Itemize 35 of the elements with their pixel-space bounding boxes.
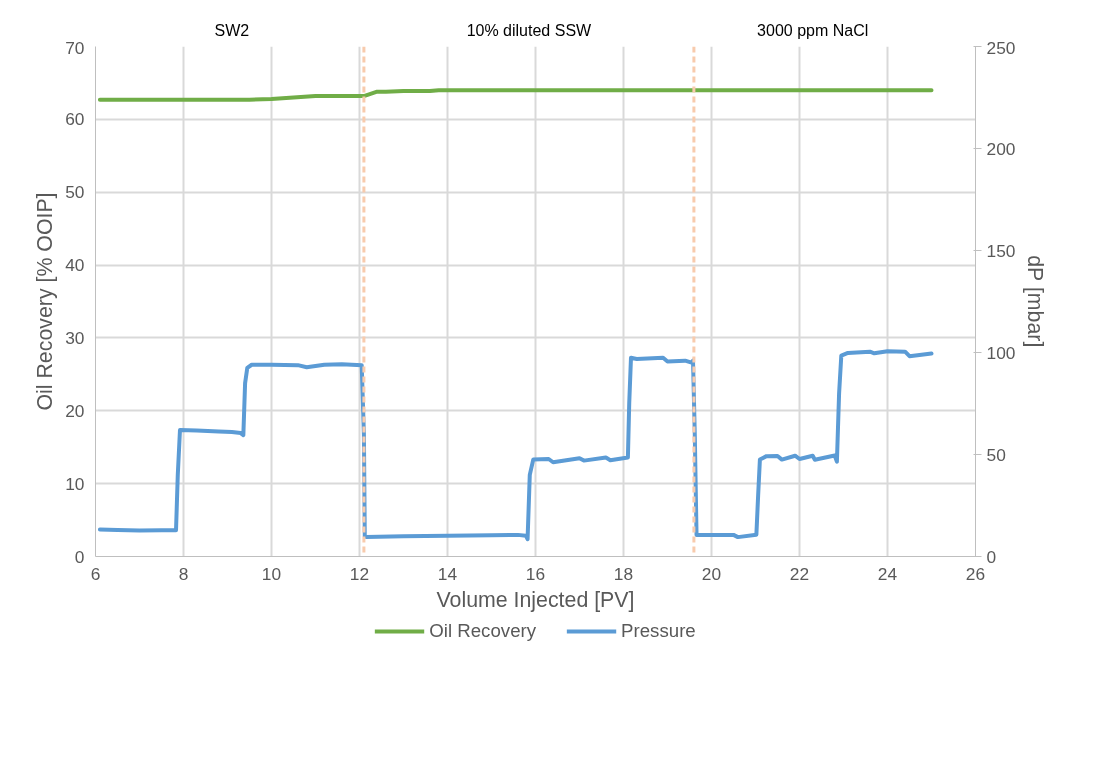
y-axis-title: Oil Recovery [% OOIP] <box>33 192 58 411</box>
x-tick-label: 22 <box>789 563 810 584</box>
y-tick-label: 40 <box>65 255 85 276</box>
x-tick-label: 18 <box>613 563 634 584</box>
y2-tick-label: 50 <box>986 444 1006 465</box>
y-tick-label: 60 <box>65 109 85 130</box>
line-series <box>97 88 934 102</box>
y2-tick-label: 200 <box>986 138 1016 159</box>
x-tick-label: 24 <box>877 563 898 584</box>
y2-tick-label: 250 <box>986 37 1016 58</box>
y2-tick-label: 0 <box>986 546 997 567</box>
x-tick-label: 6 <box>90 563 101 584</box>
text: SW2 <box>214 22 250 40</box>
y-tick-label: 0 <box>74 546 85 567</box>
y2-tick-label: 100 <box>986 342 1016 363</box>
text: 3000 ppm NaCl <box>757 22 869 40</box>
line-series <box>97 349 934 542</box>
y-tick-label: 70 <box>65 37 85 58</box>
x-axis-title: Volume Injected [PV] <box>436 587 635 612</box>
legend-label: Oil Recovery <box>429 620 537 642</box>
x-tick-label: 12 <box>349 563 370 584</box>
x-tick-label: 10 <box>261 563 282 584</box>
x-tick-label: 20 <box>701 563 722 584</box>
y2-tick-label: 150 <box>986 240 1016 261</box>
legend-label: Pressure <box>621 620 696 642</box>
y-tick-label: 50 <box>65 182 85 203</box>
text: 10% diluted SSW <box>466 22 593 40</box>
y-tick-label: 20 <box>65 400 85 421</box>
x-tick-label: 8 <box>178 563 189 584</box>
x-tick-label: 26 <box>965 563 986 584</box>
y-tick-label: 10 <box>65 473 85 494</box>
x-tick-label: 16 <box>525 563 546 584</box>
x-tick-label: 14 <box>437 563 458 584</box>
y-tick-label: 30 <box>65 327 85 348</box>
y2-axis-title: dP [mbar] <box>1023 255 1048 348</box>
